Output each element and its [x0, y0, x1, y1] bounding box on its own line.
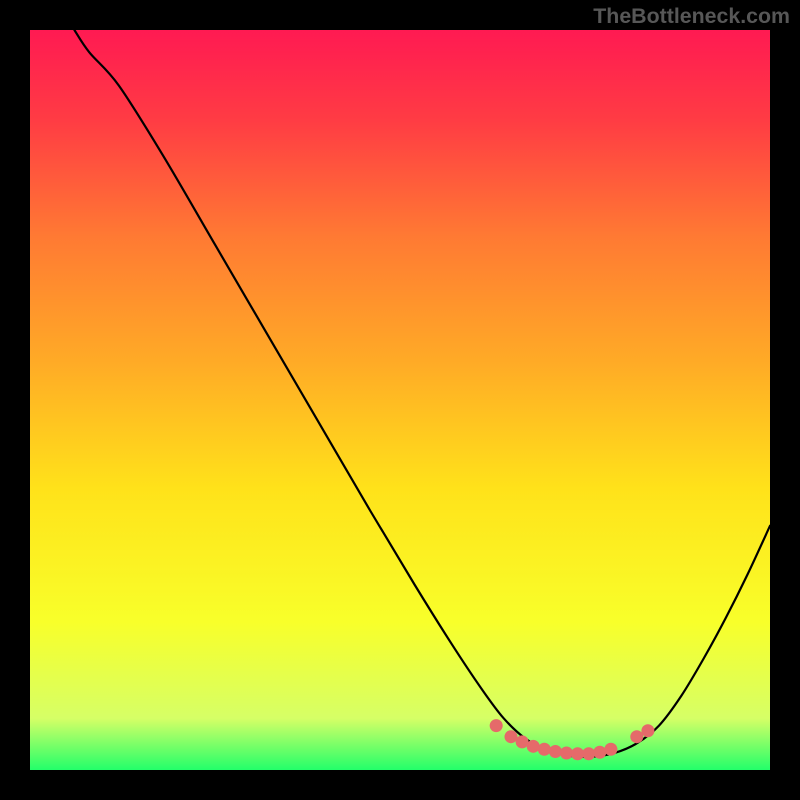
- marker-dot: [593, 746, 606, 759]
- marker-dot: [538, 743, 551, 756]
- marker-dot: [549, 745, 562, 758]
- marker-dot: [516, 735, 529, 748]
- bottleneck-chart-svg: [0, 0, 800, 800]
- marker-dot: [604, 743, 617, 756]
- marker-dot: [641, 724, 654, 737]
- marker-dot: [630, 730, 643, 743]
- marker-dot: [527, 740, 540, 753]
- plot-area: [30, 30, 770, 770]
- chart-canvas: TheBottleneck.com: [0, 0, 800, 800]
- gradient-background: [30, 30, 770, 770]
- marker-dot: [571, 747, 584, 760]
- marker-dot: [582, 747, 595, 760]
- marker-dot: [505, 730, 518, 743]
- marker-dot: [490, 719, 503, 732]
- marker-dot: [560, 746, 573, 759]
